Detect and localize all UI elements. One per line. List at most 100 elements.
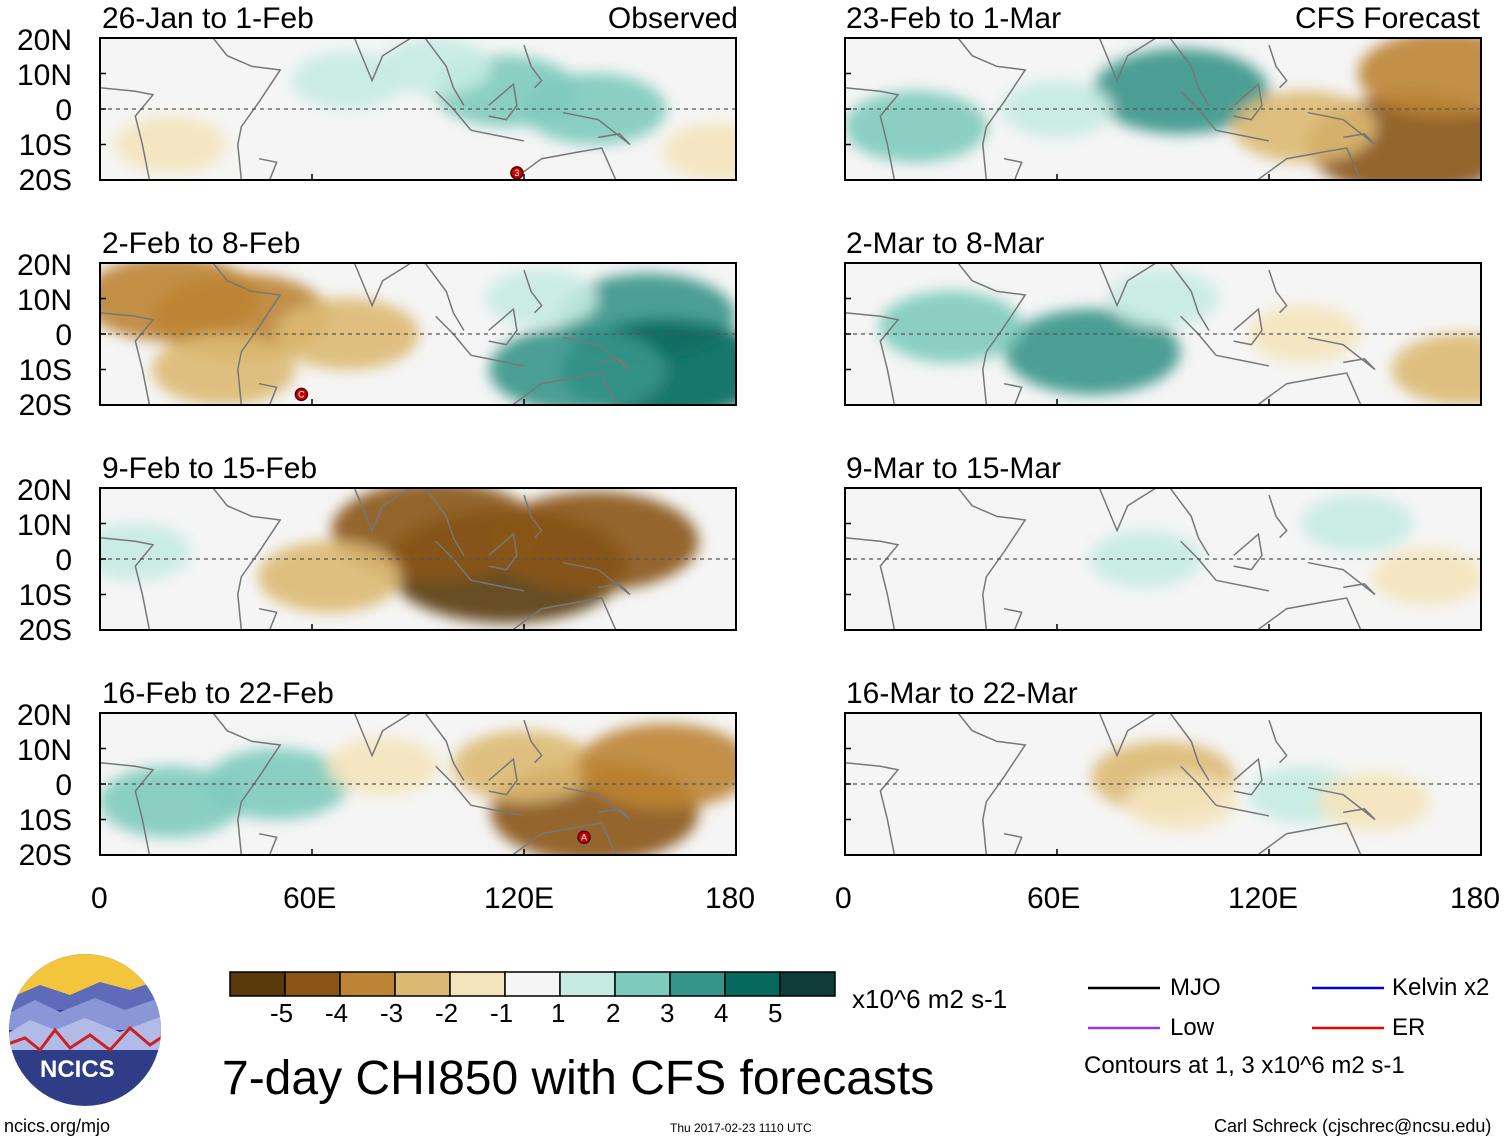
lat-label: 10S (18, 129, 72, 162)
coastline (1268, 269, 1288, 314)
lat-label: 10S (18, 579, 72, 612)
coastline (511, 147, 617, 180)
anomaly-blob (151, 333, 296, 405)
colorbar-swatch (504, 971, 561, 997)
coastline (488, 82, 518, 121)
coastline (1215, 804, 1270, 817)
coastline (523, 719, 543, 764)
panel-title-obs-2: 2-Feb to 8-Feb (102, 227, 301, 260)
coastline (1256, 597, 1362, 630)
panels-layer: 3 C A (99, 37, 1482, 856)
coastline (511, 372, 617, 405)
anomaly-blob (1004, 308, 1181, 395)
anomaly-field (100, 488, 699, 624)
lat-label: 10S (18, 354, 72, 387)
anomaly-blob (275, 298, 420, 370)
footer-url[interactable]: ncics.org/mjo (4, 1116, 111, 1136)
anomaly-blob (1107, 269, 1219, 328)
coastline (488, 757, 518, 796)
lat-label: 0 (55, 544, 72, 577)
lon-label: 120E (484, 882, 555, 915)
coastline (488, 532, 518, 571)
logo-text: NCICS (40, 1056, 115, 1083)
colorbar-swatch (339, 971, 396, 997)
cyclone-label: 3 (514, 168, 519, 178)
anomaly-blob (879, 290, 1023, 363)
colorbar-tick-label: 5 (768, 998, 783, 1028)
anomaly-blob (522, 73, 667, 145)
coastline (1307, 561, 1376, 596)
coastline (562, 336, 631, 371)
coastline (957, 263, 1027, 405)
coastline (470, 579, 525, 592)
colorbar-units: x10^6 m2 s-1 (852, 984, 1008, 1014)
anomaly-blob (845, 90, 988, 163)
lat-label: 20N (16, 249, 72, 282)
map-panel: 3 (99, 37, 737, 181)
cyclone-marker (577, 830, 591, 844)
cyclone-marker (294, 387, 309, 402)
anomaly-blob (452, 730, 596, 803)
anomaly-blob (1391, 333, 1481, 405)
coastline (100, 536, 155, 630)
cyclone-marker (510, 166, 524, 180)
coastline (301, 263, 465, 331)
coastline (1003, 382, 1023, 405)
legend-label-mjo: MJO (1170, 974, 1221, 1001)
coastlines (100, 263, 631, 405)
colorbar-tick-label: -5 (270, 998, 294, 1028)
map-panel (99, 487, 737, 631)
panel-title-fcst-4: 16-Mar to 22-Mar (846, 677, 1078, 710)
colorbar-swatch (724, 971, 781, 997)
map-panel: C (99, 262, 737, 406)
colorbar-swatch (559, 971, 616, 997)
ncics-logo (9, 954, 161, 1106)
anomaly-field (879, 269, 1481, 405)
coastline (562, 561, 631, 596)
lat-label: 20N (16, 699, 72, 732)
coastline (1215, 129, 1270, 142)
coastline (1233, 307, 1263, 346)
lon-label: 0 (835, 882, 852, 915)
lon-label: 0 (91, 882, 108, 915)
coastline (258, 157, 278, 180)
lat-label: 20S (18, 389, 72, 422)
lon-label: 60E (283, 882, 337, 915)
footer-timestamp: Thu 2017-02-23 1110 UTC (670, 1121, 812, 1135)
figure-title: 7-day CHI850 with CFS forecasts (222, 1052, 935, 1105)
coastlines (100, 38, 631, 180)
coastline (562, 786, 631, 821)
cyclone-label: C (298, 389, 305, 399)
anomaly-blob (257, 540, 402, 613)
coastlines (100, 713, 631, 855)
coastline (212, 713, 282, 855)
colorbar-tick-label: 3 (660, 998, 675, 1028)
anomaly-blob (100, 522, 192, 581)
coastline (523, 44, 543, 89)
coastline (1046, 263, 1210, 331)
anomaly-blob (662, 122, 736, 180)
coastline (1233, 532, 1263, 571)
anomaly-blob (490, 491, 699, 592)
coastline (1268, 44, 1288, 89)
lat-label: 20S (18, 614, 72, 647)
colorbar-tick-label: -1 (490, 998, 514, 1028)
colorbar-tick-label: -3 (380, 998, 404, 1028)
colorbar-swatch (394, 971, 451, 997)
map-panel (844, 37, 1482, 181)
legend-layer (1088, 986, 1384, 1030)
anomaly-blob (1372, 547, 1481, 606)
lat-label: 0 (55, 319, 72, 352)
coastline (470, 804, 525, 817)
coastline (845, 761, 900, 855)
map-panel (844, 262, 1482, 406)
colorbar-swatch (614, 971, 671, 997)
coastline (1307, 336, 1376, 371)
colorbar-swatch (229, 971, 286, 997)
map-panel (844, 712, 1482, 856)
anomaly-blob (1301, 494, 1414, 553)
lat-label: 20S (18, 164, 72, 197)
coastline (562, 111, 631, 146)
anomaly-blob (1089, 530, 1202, 588)
anomaly-blob (326, 737, 439, 796)
